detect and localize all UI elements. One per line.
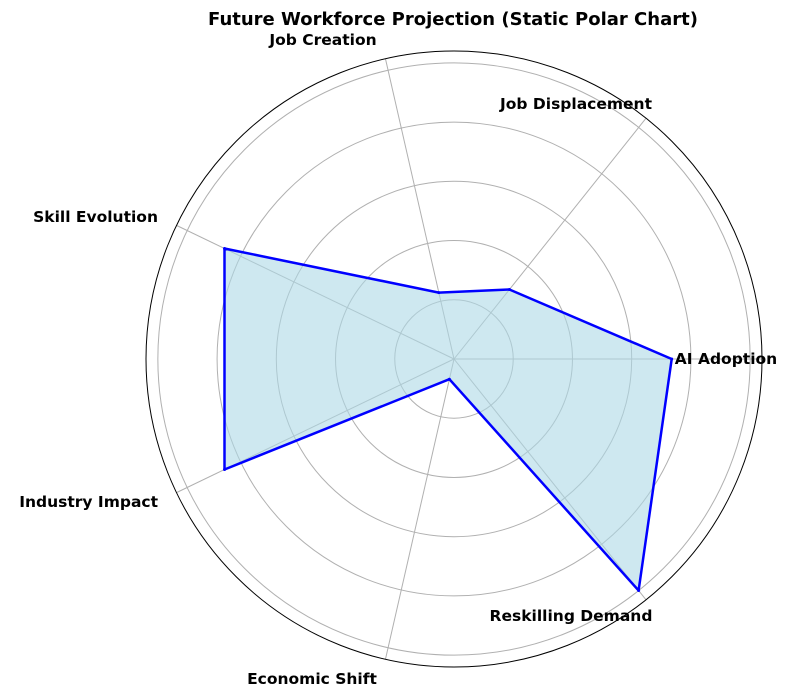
grid-spoke-6 [384, 358, 455, 660]
category-label-job-displacement: Job Displacement [499, 95, 653, 113]
series-area [224, 248, 672, 591]
category-label-industry-impact: Industry Impact [19, 493, 158, 511]
category-labels: AI Adoption Job Displacement Job Creation S… [19, 31, 777, 688]
category-label-skill-evolution: Skill Evolution [33, 208, 158, 226]
data-point-reskilling-demand [637, 589, 641, 593]
category-label-job-creation: Job Creation [268, 31, 376, 49]
polar-frame [145, 50, 763, 668]
data-point-skill-evolution [223, 247, 227, 251]
series-layer [223, 247, 674, 593]
chart-title: Future Workforce Projection (Static Pola… [208, 9, 698, 30]
category-label-ai-adoption: AI Adoption [675, 350, 777, 368]
data-point-job-creation [437, 291, 441, 295]
category-label-reskilling-demand: Reskilling Demand [490, 607, 653, 625]
series-line [223, 247, 673, 592]
category-label-economic-shift: Economic Shift [247, 670, 377, 688]
data-point-industry-impact [223, 467, 227, 471]
data-point-ai-adoption [670, 357, 674, 361]
data-point-economic-shift [447, 377, 451, 381]
data-point-job-displacement [507, 288, 511, 292]
